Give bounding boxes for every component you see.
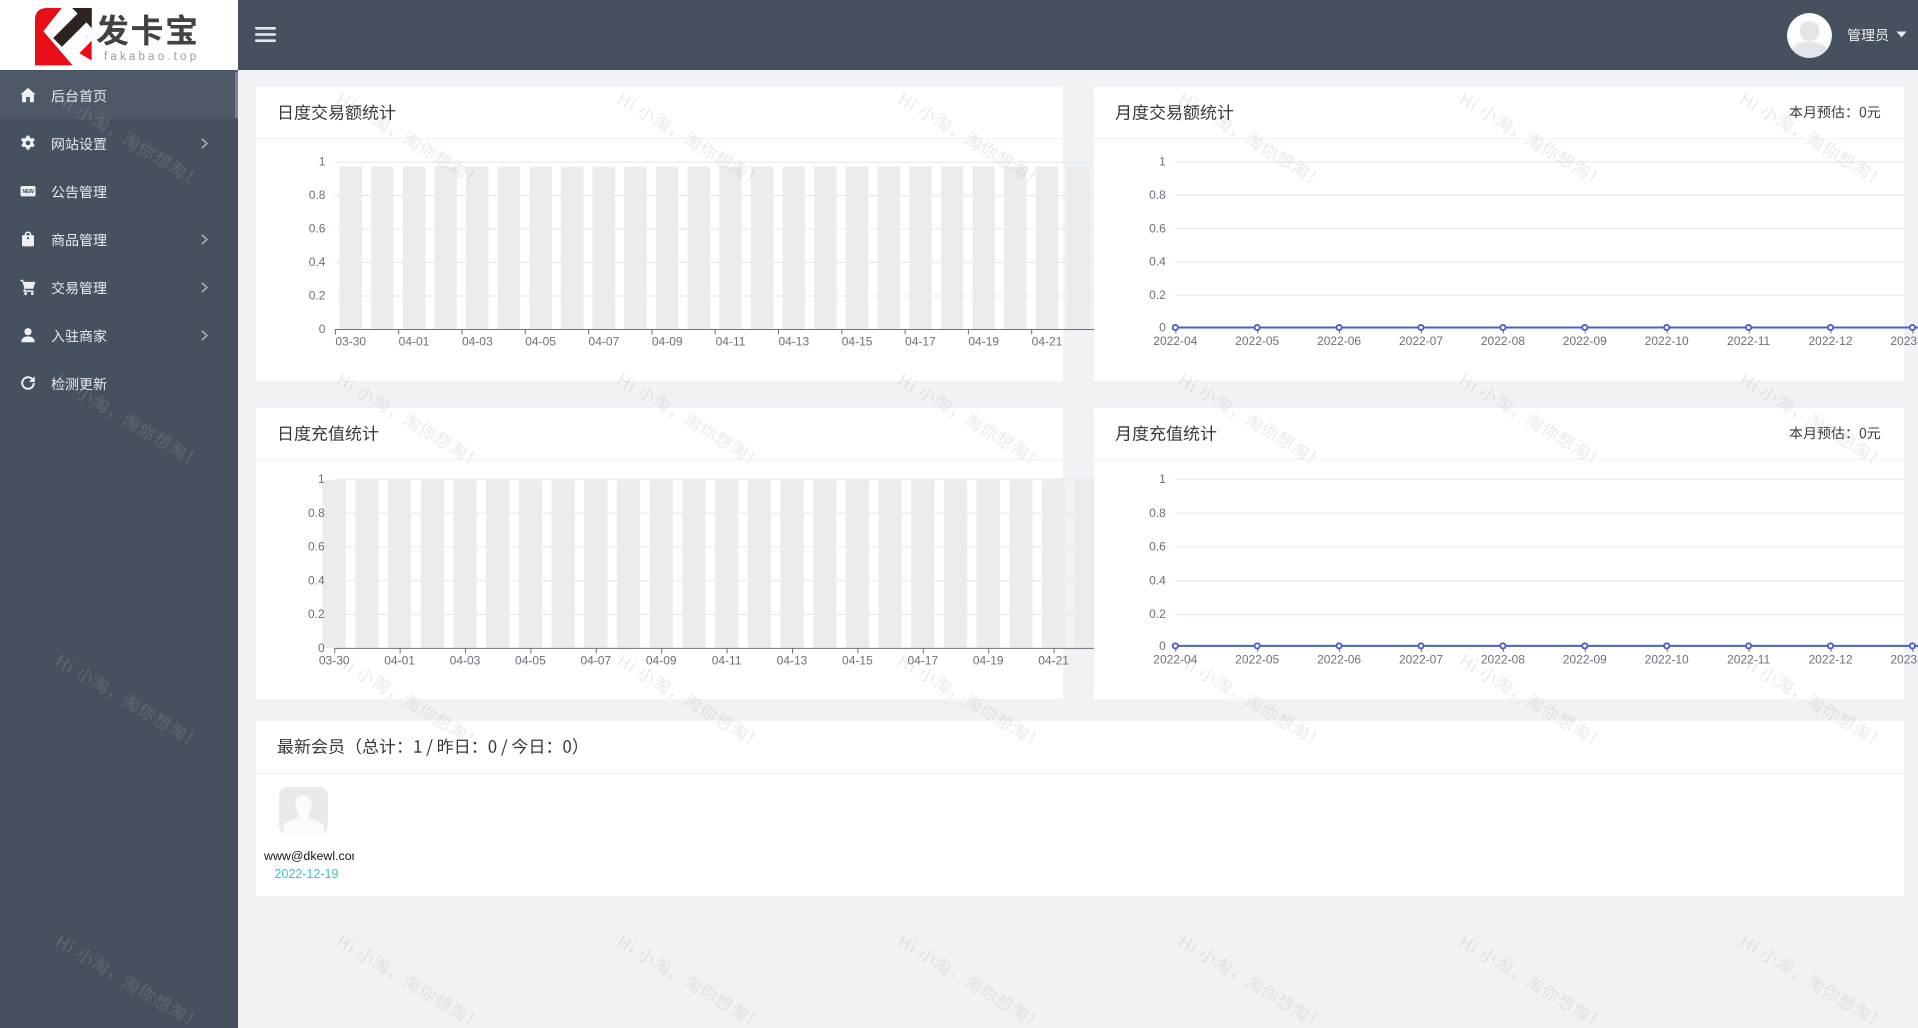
svg-text:04-19: 04-19 bbox=[973, 653, 1004, 667]
svg-text:1: 1 bbox=[318, 472, 325, 486]
svg-text:04-07: 04-07 bbox=[580, 653, 611, 667]
svg-text:0.2: 0.2 bbox=[308, 607, 325, 621]
svg-text:0.2: 0.2 bbox=[1149, 288, 1166, 302]
svg-text:2022-06: 2022-06 bbox=[1317, 652, 1361, 666]
svg-text:2022-10: 2022-10 bbox=[1645, 334, 1689, 348]
svg-text:04-13: 04-13 bbox=[777, 653, 808, 667]
svg-text:0.4: 0.4 bbox=[1149, 573, 1166, 587]
svg-text:2022-08: 2022-08 bbox=[1481, 334, 1525, 348]
svg-text:2022-06: 2022-06 bbox=[1317, 334, 1361, 348]
svg-text:2022-11: 2022-11 bbox=[1727, 652, 1770, 666]
svg-text:0.2: 0.2 bbox=[309, 289, 326, 303]
svg-text:2022-04: 2022-04 bbox=[1153, 334, 1197, 348]
svg-text:04-03: 04-03 bbox=[450, 653, 481, 667]
svg-text:04-21: 04-21 bbox=[1038, 653, 1069, 667]
svg-text:0: 0 bbox=[319, 322, 326, 336]
svg-text:2022-05: 2022-05 bbox=[1235, 652, 1279, 666]
svg-text:NEW: NEW bbox=[22, 189, 34, 195]
svg-text:2022-09: 2022-09 bbox=[1563, 334, 1607, 348]
svg-text:04-15: 04-15 bbox=[842, 335, 873, 349]
svg-text:1: 1 bbox=[1159, 472, 1166, 486]
svg-text:0.4: 0.4 bbox=[308, 573, 325, 587]
svg-text:04-01: 04-01 bbox=[384, 653, 415, 667]
svg-text:04-15: 04-15 bbox=[842, 653, 873, 667]
svg-text:04-17: 04-17 bbox=[905, 335, 936, 349]
svg-text:0.6: 0.6 bbox=[1149, 540, 1166, 554]
svg-text:04-03: 04-03 bbox=[462, 335, 493, 349]
svg-text:03-30: 03-30 bbox=[319, 653, 350, 667]
svg-text:2022-12: 2022-12 bbox=[1808, 334, 1852, 348]
svg-text:2022-05: 2022-05 bbox=[1235, 334, 1279, 348]
svg-text:2022-07: 2022-07 bbox=[1399, 334, 1443, 348]
svg-text:0.6: 0.6 bbox=[308, 540, 325, 554]
svg-text:04-11: 04-11 bbox=[712, 653, 742, 667]
svg-text:0.2: 0.2 bbox=[1149, 607, 1166, 621]
svg-text:2022-12: 2022-12 bbox=[1808, 652, 1852, 666]
svg-text:2023-01: 2023-01 bbox=[1890, 334, 1918, 348]
svg-text:1: 1 bbox=[1159, 155, 1166, 169]
svg-text:0.8: 0.8 bbox=[309, 188, 326, 202]
svg-text:0.6: 0.6 bbox=[1149, 221, 1166, 235]
svg-text:04-21: 04-21 bbox=[1032, 335, 1063, 349]
svg-text:04-09: 04-09 bbox=[646, 653, 677, 667]
svg-text:2022-04: 2022-04 bbox=[1153, 652, 1197, 666]
svg-text:0.4: 0.4 bbox=[309, 255, 326, 269]
svg-text:2022-10: 2022-10 bbox=[1645, 652, 1689, 666]
svg-text:04-07: 04-07 bbox=[589, 335, 620, 349]
svg-text:04-13: 04-13 bbox=[778, 335, 809, 349]
svg-text:0: 0 bbox=[1159, 639, 1166, 653]
svg-text:04-05: 04-05 bbox=[515, 653, 546, 667]
svg-text:0.8: 0.8 bbox=[308, 506, 325, 520]
svg-text:2022-09: 2022-09 bbox=[1563, 652, 1607, 666]
svg-text:2023-01: 2023-01 bbox=[1890, 652, 1918, 666]
svg-text:04-11: 04-11 bbox=[716, 335, 746, 349]
svg-text:0: 0 bbox=[1159, 321, 1166, 335]
svg-text:04-09: 04-09 bbox=[652, 335, 683, 349]
svg-text:03-30: 03-30 bbox=[335, 335, 366, 349]
svg-text:0.8: 0.8 bbox=[1149, 188, 1166, 202]
svg-text:04-17: 04-17 bbox=[907, 653, 938, 667]
svg-text:04-01: 04-01 bbox=[399, 335, 430, 349]
svg-text:0.8: 0.8 bbox=[1149, 506, 1166, 520]
svg-text:0.4: 0.4 bbox=[1149, 255, 1166, 269]
svg-text:04-19: 04-19 bbox=[968, 335, 999, 349]
svg-text:2022-08: 2022-08 bbox=[1481, 652, 1525, 666]
svg-text:2022-11: 2022-11 bbox=[1727, 334, 1770, 348]
svg-text:1: 1 bbox=[319, 155, 326, 169]
svg-text:2022-07: 2022-07 bbox=[1399, 652, 1443, 666]
svg-text:04-05: 04-05 bbox=[525, 335, 556, 349]
svg-text:0: 0 bbox=[318, 641, 325, 655]
svg-text:0.6: 0.6 bbox=[309, 222, 326, 236]
